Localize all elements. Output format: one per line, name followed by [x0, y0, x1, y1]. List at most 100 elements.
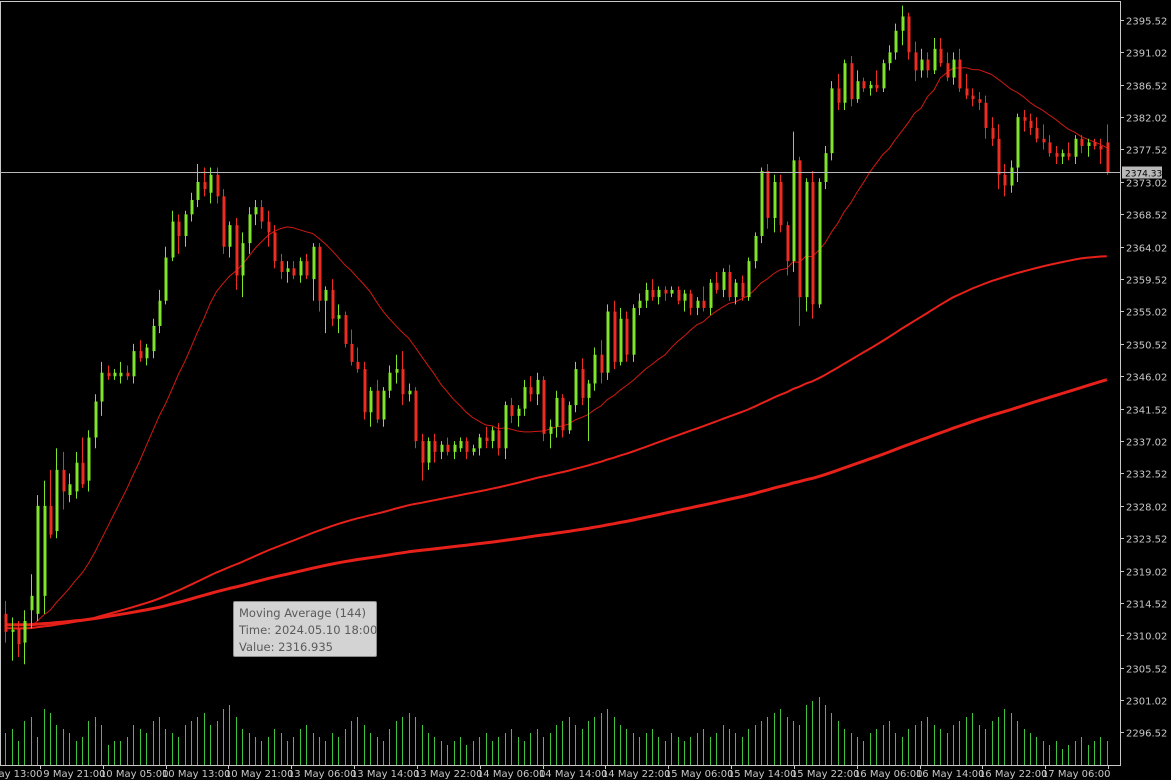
candles [4, 5, 1110, 665]
candle-body [677, 289, 681, 301]
candle [1035, 117, 1039, 143]
candle-body [55, 469, 59, 532]
candle [49, 469, 53, 539]
time-tick-label: 13 May 14:00 [351, 769, 420, 780]
candle [254, 199, 258, 226]
candle-body [23, 621, 27, 643]
candle-body [702, 300, 706, 308]
moving-average-fast-line [5, 67, 1108, 630]
candle [23, 610, 27, 665]
candle [568, 401, 572, 434]
price-tick-label: 2391.02 [1126, 49, 1167, 60]
candle-body [894, 30, 898, 53]
candle-body [830, 88, 834, 154]
candle [459, 437, 463, 452]
candle [81, 437, 85, 488]
time-tick-label: 10 May 13:00 [162, 769, 231, 780]
candle-body [248, 214, 252, 244]
candle [356, 347, 360, 373]
candle-body [882, 63, 886, 89]
candle-body [888, 52, 892, 64]
candle-body [363, 369, 367, 413]
candle [196, 163, 200, 208]
candle [561, 394, 565, 438]
time-tick-label: 13 May 06:00 [288, 769, 357, 780]
candle [549, 419, 553, 449]
candle [164, 246, 168, 305]
candle [1055, 145, 1059, 164]
candle-body [722, 271, 726, 290]
candle [914, 41, 918, 82]
candle-body [978, 99, 982, 103]
candle-body [1010, 167, 1014, 186]
candle-body [273, 232, 277, 262]
candle-body [4, 613, 8, 632]
candle [920, 48, 924, 78]
candle-body [222, 196, 226, 247]
candle-body [139, 351, 143, 359]
tooltip-time: Time: 2024.05.10 18:00 [239, 623, 378, 637]
candle-body [824, 153, 828, 182]
candle-body [581, 369, 585, 398]
candle [68, 473, 72, 503]
candle [87, 430, 91, 492]
candle-body [184, 214, 188, 236]
candle-body [657, 289, 661, 298]
candle-body [318, 246, 322, 301]
price-tick-label: 2310.02 [1126, 632, 1167, 643]
candle [100, 361, 104, 416]
candle-body [965, 88, 969, 96]
candle [1061, 149, 1065, 164]
candle-body [254, 207, 258, 215]
candle-body [760, 171, 764, 236]
candle-body [312, 246, 316, 280]
candle-body [914, 52, 918, 71]
candle [830, 81, 834, 161]
candle [17, 621, 21, 658]
candle [613, 300, 617, 370]
candle-body [17, 628, 21, 645]
candle-body [651, 289, 655, 298]
candle [523, 379, 527, 416]
price-tick-label: 2386.52 [1126, 82, 1167, 93]
candle-body [235, 225, 239, 276]
candle [529, 376, 533, 402]
candle [408, 383, 412, 402]
candle-body [280, 261, 284, 272]
candle [606, 304, 610, 380]
time-tick-label: 15 May 22:00 [791, 769, 860, 780]
candle [1099, 138, 1103, 164]
candle-body [997, 138, 1001, 175]
candle [645, 282, 649, 308]
candle-body [260, 207, 264, 222]
current-price-line: 2374.33 [0, 166, 1162, 180]
candle [1003, 163, 1007, 197]
candle-body [228, 225, 232, 247]
candle-body [196, 181, 200, 200]
candle-body [926, 59, 930, 71]
candle-body [568, 405, 572, 431]
volume-bars [5, 697, 1108, 765]
candle [1029, 113, 1033, 136]
candle-body [382, 390, 386, 420]
candle-body [30, 595, 34, 611]
candle [177, 214, 181, 254]
candle [741, 275, 745, 301]
candle-body [606, 311, 610, 373]
candle-body [1023, 117, 1027, 121]
candle [747, 257, 751, 301]
candle [292, 261, 296, 280]
price-tick-label: 2350.52 [1126, 341, 1167, 352]
price-tick-label: 2301.02 [1126, 697, 1167, 708]
candle [235, 217, 239, 290]
candle [203, 167, 207, 197]
candle-body [446, 444, 450, 452]
candle [395, 354, 399, 384]
candle [978, 91, 982, 110]
candle-body [818, 181, 822, 305]
moving-averages [5, 67, 1108, 630]
candle-body [689, 293, 693, 308]
candle [119, 361, 123, 384]
candle-body [331, 289, 335, 319]
